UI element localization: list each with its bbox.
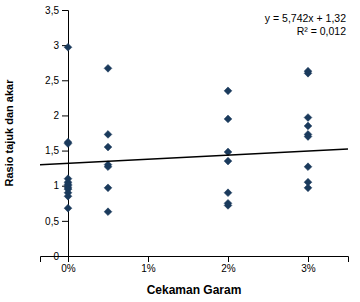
regression-line xyxy=(40,149,348,165)
annotation-text: y = 5,742x + 1,32 xyxy=(265,12,346,24)
y-tick-label: 2,5 xyxy=(45,75,59,86)
y-tick-mark xyxy=(62,10,68,11)
y-tick-mark xyxy=(62,256,68,257)
y-tick: 2 xyxy=(53,110,68,121)
x-tick: 2% xyxy=(221,256,236,274)
scatter-point xyxy=(64,204,72,212)
y-tick-label: 1 xyxy=(53,180,59,191)
scatter-point xyxy=(304,163,312,171)
y-axis-title: Rasio tajuk dan akar xyxy=(3,79,15,187)
scatter-point xyxy=(64,192,72,200)
y-tick-mark xyxy=(62,151,68,152)
plot-area: 0% 1% 2% 3% 0 0,5 1 1,5 2 2,5 3 3,5 y = 5,742x + 1,3… xyxy=(40,5,349,274)
marks xyxy=(40,43,348,215)
x-tick-mark xyxy=(148,256,149,262)
scatter-series xyxy=(64,43,312,215)
scatter-point xyxy=(64,140,72,148)
y-tick: 1,5 xyxy=(45,145,68,156)
scatter-point xyxy=(224,87,232,95)
y-tick-label: 1,5 xyxy=(45,145,59,156)
y-tick-mark xyxy=(62,115,68,116)
x-tick: 3% xyxy=(301,256,316,274)
scatter-point xyxy=(104,208,112,216)
x-tick-label: 0% xyxy=(61,263,76,274)
scatter-point xyxy=(304,114,312,122)
scatter-point xyxy=(104,131,112,139)
scatter-point xyxy=(304,69,312,77)
y-tick: 2,5 xyxy=(45,75,68,86)
x-tick-mark xyxy=(228,256,229,262)
x-tick-label: 2% xyxy=(221,263,236,274)
scatter-point xyxy=(64,43,72,51)
scatter-point xyxy=(104,163,112,171)
x-axis-line xyxy=(41,257,349,263)
y-axis: 0 0,5 1 1,5 2 2,5 3 3,5 xyxy=(45,5,68,262)
y-tick-label: 0,5 xyxy=(45,216,59,227)
scatter-point xyxy=(104,184,112,192)
chart: 0% 1% 2% 3% 0 0,5 1 1,5 2 2,5 3 3,5 y = 5,742x + 1,3… xyxy=(0,0,360,302)
scatter-point xyxy=(104,64,112,72)
annotation-text: R² = 0,012 xyxy=(297,25,346,37)
x-tick-mark xyxy=(308,256,309,262)
x-tick: 0% xyxy=(61,256,76,274)
scatter-point xyxy=(224,157,232,165)
annotation: y = 5,742x + 1,32R² = 0,012 xyxy=(265,12,346,37)
y-tick: 3,5 xyxy=(45,5,68,16)
y-tick-label: 3,5 xyxy=(45,5,59,16)
y-tick-mark xyxy=(62,80,68,81)
y-tick-label: 3 xyxy=(53,40,59,51)
x-axis-title: Cekaman Garam xyxy=(147,283,242,297)
x-axis: 0% 1% 2% 3% xyxy=(41,256,349,274)
x-tick: 1% xyxy=(141,256,156,274)
scatter-point xyxy=(224,115,232,123)
y-tick: 0 xyxy=(53,251,68,262)
scatter-point xyxy=(104,143,112,151)
scatter-point xyxy=(304,184,312,192)
x-tick-label: 1% xyxy=(141,263,156,274)
y-tick-label: 2 xyxy=(53,110,59,121)
scatter-point xyxy=(304,133,312,141)
x-tick-label: 3% xyxy=(301,263,316,274)
scatter-point xyxy=(224,189,232,197)
scatter-point xyxy=(304,122,312,130)
y-tick: 0,5 xyxy=(45,216,68,227)
y-tick-mark xyxy=(62,221,68,222)
y-tick-label: 0 xyxy=(53,251,59,262)
scatter-point xyxy=(224,202,232,210)
